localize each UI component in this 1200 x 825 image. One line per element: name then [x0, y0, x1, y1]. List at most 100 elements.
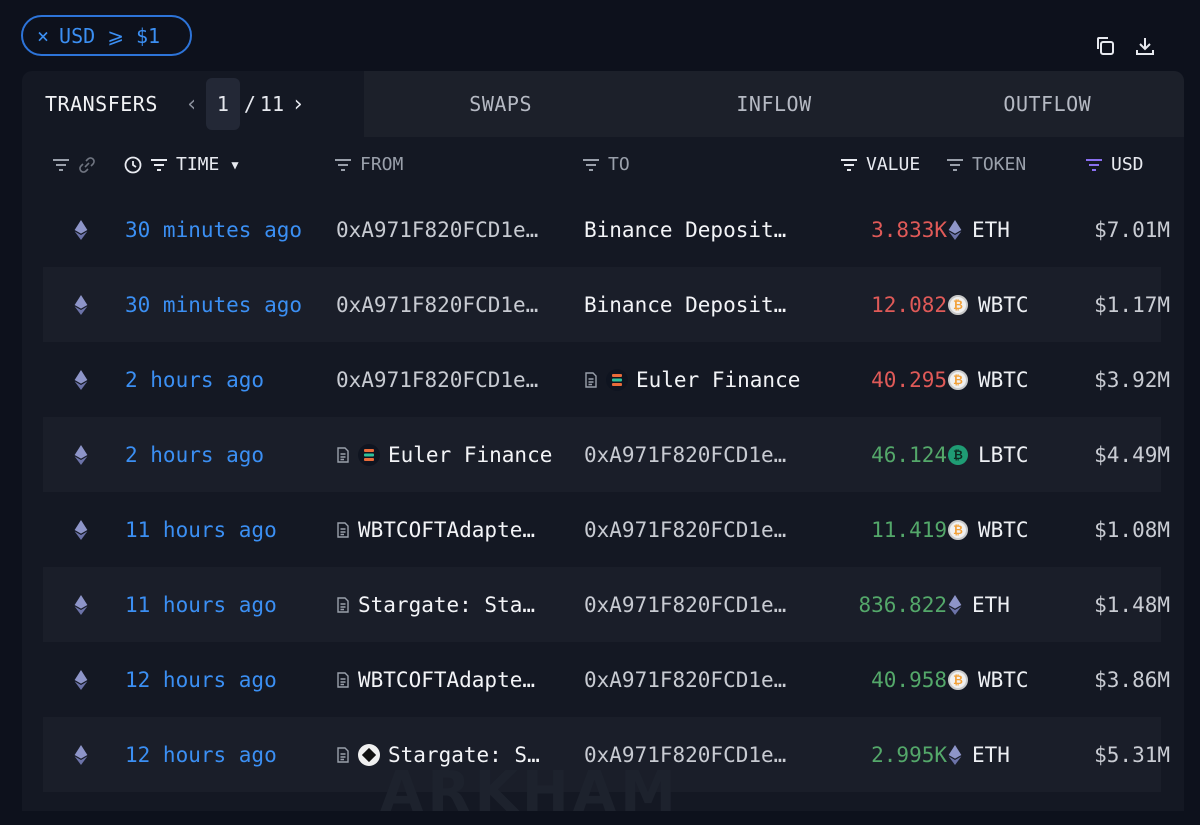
to-entity[interactable]: 0xA971F820FCD1e…	[584, 492, 816, 567]
tab-transfers[interactable]: TRANSFERS ‹ 1 / 11 ›	[22, 71, 364, 137]
time-link[interactable]: 30 minutes ago	[125, 267, 325, 342]
usd-filter-chip[interactable]: × USD ⩾ $1	[21, 15, 192, 56]
usd-filter-label: USD ⩾ $1	[59, 23, 161, 48]
ethereum-icon	[71, 492, 91, 567]
contract-icon	[584, 371, 606, 388]
time-text: 11 hours ago	[125, 592, 277, 617]
column-from-label: FROM	[360, 154, 404, 175]
to-entity[interactable]: 0xA971F820FCD1e…	[584, 417, 816, 492]
to-entity[interactable]: 0xA971F820FCD1e…	[584, 567, 816, 642]
download-icon[interactable]	[1132, 33, 1158, 59]
from-entity[interactable]: Euler Finance	[336, 417, 568, 492]
column-time[interactable]: TIME ▼	[124, 137, 239, 192]
close-icon[interactable]: ×	[37, 23, 50, 48]
time-text: 2 hours ago	[125, 442, 265, 467]
time-link[interactable]: 2 hours ago	[125, 342, 325, 417]
page-total: 11	[259, 92, 285, 116]
to-entity[interactable]: Binance Deposit…	[584, 192, 816, 267]
column-usd[interactable]: USD	[1085, 137, 1144, 192]
token-cell[interactable]: ₿ LBTC	[948, 417, 1058, 492]
from-entity[interactable]: 0xA971F820FCD1e…	[336, 192, 568, 267]
token-symbol: LBTC	[978, 442, 1029, 467]
usd-text: $5.31M	[1094, 742, 1170, 767]
sort-desc-icon[interactable]: ▼	[231, 157, 239, 172]
to-entity[interactable]: 0xA971F820FCD1e…	[584, 717, 816, 792]
stargate-logo-icon	[358, 743, 380, 766]
column-to-label: TO	[608, 154, 630, 175]
token-symbol: ETH	[972, 592, 1010, 617]
filter-icon[interactable]	[582, 158, 600, 171]
tab-outflow[interactable]: OUTFLOW	[910, 71, 1184, 137]
token-cell[interactable]: ₿ WBTC	[948, 492, 1058, 567]
filter-icon[interactable]	[334, 158, 352, 171]
copy-icon[interactable]	[1092, 33, 1118, 59]
table-row[interactable]: 12 hours ago WBTCOFTAdapte… 0xA971F820FCD1…	[43, 642, 1170, 717]
to-text: 0xA971F820FCD1e…	[584, 667, 787, 692]
filter-active-icon[interactable]	[1085, 158, 1103, 171]
page-current[interactable]: 1	[205, 78, 240, 130]
filter-icon[interactable]	[840, 158, 858, 171]
table-row[interactable]: 30 minutes ago 0xA971F820FCD1e… Binance De…	[43, 192, 1170, 267]
table-row[interactable]: 30 minutes ago 0xA971F820FCD1e… Binance De…	[43, 267, 1170, 342]
tab-swaps[interactable]: SWAPS	[364, 71, 638, 137]
table-row[interactable]: 11 hours ago WBTCOFTAdapte… 0xA971F820FCD1…	[43, 492, 1170, 567]
from-entity[interactable]: 0xA971F820FCD1e…	[336, 267, 568, 342]
from-entity[interactable]: Stargate: S…	[336, 717, 568, 792]
to-text: 0xA971F820FCD1e…	[584, 517, 787, 542]
column-token[interactable]: TOKEN	[946, 137, 1026, 192]
value-text: 836.822	[858, 592, 947, 617]
to-entity[interactable]: 0xA971F820FCD1e…	[584, 642, 816, 717]
link-icon[interactable]	[78, 156, 96, 174]
time-link[interactable]: 12 hours ago	[125, 717, 325, 792]
ethereum-icon	[71, 567, 91, 642]
table-row[interactable]: 2 hours ago Euler Finance 0xA971F820FCD1e……	[43, 417, 1170, 492]
usd-amount: $5.31M	[1053, 717, 1170, 792]
token-cell[interactable]: ₿ WBTC	[948, 267, 1058, 342]
filter-icon[interactable]	[946, 158, 964, 171]
column-usd-label: USD	[1111, 154, 1144, 175]
value-amount: 3.833K	[803, 192, 947, 267]
token-cell[interactable]: ETH	[948, 192, 1058, 267]
from-entity[interactable]: WBTCOFTAdapte…	[336, 492, 568, 567]
time-text: 12 hours ago	[125, 742, 277, 767]
value-amount: 12.082	[803, 267, 947, 342]
time-link[interactable]: 11 hours ago	[125, 492, 325, 567]
table-row[interactable]: 11 hours ago Stargate: Sta… 0xA971F820FCD1…	[43, 567, 1170, 642]
pagination: ‹ 1 / 11 ›	[182, 78, 308, 130]
value-text: 2.995K	[871, 742, 947, 767]
transfers-table-body: 30 minutes ago 0xA971F820FCD1e… Binance De…	[43, 192, 1170, 792]
table-row[interactable]: 2 hours ago 0xA971F820FCD1e… Euler Finance…	[43, 342, 1170, 417]
from-text: 0xA971F820FCD1e…	[336, 292, 539, 317]
to-entity[interactable]: Binance Deposit…	[584, 267, 816, 342]
token-cell[interactable]: ETH	[948, 567, 1058, 642]
from-entity[interactable]: WBTCOFTAdapte…	[336, 642, 568, 717]
eth-icon	[948, 594, 962, 615]
from-entity[interactable]: 0xA971F820FCD1e…	[336, 342, 568, 417]
chevron-right-icon[interactable]: ›	[291, 91, 305, 117]
table-row[interactable]: 12 hours ago Stargate: S… 0xA971F820FCD1e……	[43, 717, 1170, 792]
to-text: 0xA971F820FCD1e…	[584, 442, 787, 467]
to-entity[interactable]: Euler Finance	[584, 342, 816, 417]
column-to[interactable]: TO	[582, 137, 630, 192]
value-text: 40.295	[871, 367, 947, 392]
token-cell[interactable]: ETH	[948, 717, 1058, 792]
ethereum-icon	[71, 717, 91, 792]
time-link[interactable]: 12 hours ago	[125, 642, 325, 717]
from-entity[interactable]: Stargate: Sta…	[336, 567, 568, 642]
column-token-label: TOKEN	[972, 154, 1027, 175]
filter-icon[interactable]	[150, 158, 168, 171]
token-cell[interactable]: ₿ WBTC	[948, 342, 1058, 417]
from-text: Euler Finance	[388, 442, 553, 467]
token-cell[interactable]: ₿ WBTC	[948, 642, 1058, 717]
tab-inflow[interactable]: INFLOW	[637, 71, 911, 137]
time-link[interactable]: 2 hours ago	[125, 417, 325, 492]
filter-icon[interactable]	[52, 158, 70, 171]
chevron-left-icon[interactable]: ‹	[185, 91, 199, 117]
value-text: 11.419	[871, 517, 947, 542]
time-link[interactable]: 30 minutes ago	[125, 192, 325, 267]
usd-text: $4.49M	[1094, 442, 1170, 467]
time-link[interactable]: 11 hours ago	[125, 567, 325, 642]
column-value[interactable]: VALUE	[840, 137, 920, 192]
usd-text: $3.86M	[1094, 667, 1170, 692]
column-from[interactable]: FROM	[334, 137, 403, 192]
